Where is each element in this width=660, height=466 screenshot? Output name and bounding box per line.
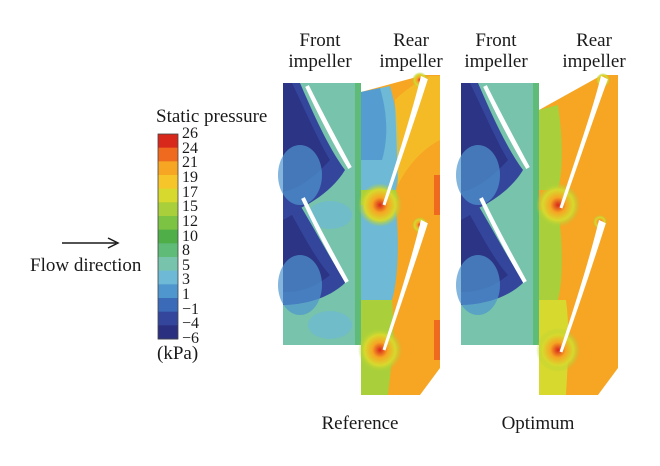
colorbar-tick-label: −1 bbox=[182, 300, 200, 318]
caption-reference: Reference bbox=[321, 413, 399, 434]
rear-impeller-label-reference: Rear impeller bbox=[379, 30, 443, 72]
colorbar-tick-label: 19 bbox=[182, 168, 198, 186]
colorbar-tick-label: 3 bbox=[182, 271, 190, 289]
colorbar-unit: (kPa) bbox=[157, 343, 199, 364]
colorbar-tick-label: 10 bbox=[182, 227, 198, 245]
colorbar-tick-label: 5 bbox=[182, 256, 190, 274]
colorbar-tick-label: 12 bbox=[182, 212, 198, 230]
colorbar-tick-label: 1 bbox=[182, 286, 190, 304]
reference-panel bbox=[278, 72, 440, 395]
colorbar-tick-label: 24 bbox=[182, 139, 198, 157]
caption-optimum: Optimum bbox=[501, 413, 575, 434]
colorbar-tick-label: 8 bbox=[182, 242, 190, 260]
colorbar-tick-label: 26 bbox=[182, 125, 198, 142]
colorbar-tick-label: 17 bbox=[182, 183, 198, 201]
front-impeller-label-reference: Front impeller bbox=[288, 30, 352, 72]
rear-impeller-label-optimum: Rear impeller bbox=[562, 30, 626, 72]
flow-direction-label: Flow direction bbox=[30, 255, 142, 276]
colorbar-tick-label: −4 bbox=[182, 315, 200, 333]
optimum-panel bbox=[456, 73, 618, 395]
colorbar-tick-label: −6 bbox=[182, 330, 200, 347]
front-impeller-label-optimum: Front impeller bbox=[464, 30, 528, 72]
colorbar-title: Static pressure bbox=[156, 106, 268, 127]
colorbar-ticks: 26 24 21 19 17 15 12 10 8 5 3 1 −1 −4 −6 bbox=[182, 126, 222, 360]
colorbar-tick-label: 21 bbox=[182, 154, 198, 172]
colorbar-tick-label: 15 bbox=[182, 198, 198, 216]
